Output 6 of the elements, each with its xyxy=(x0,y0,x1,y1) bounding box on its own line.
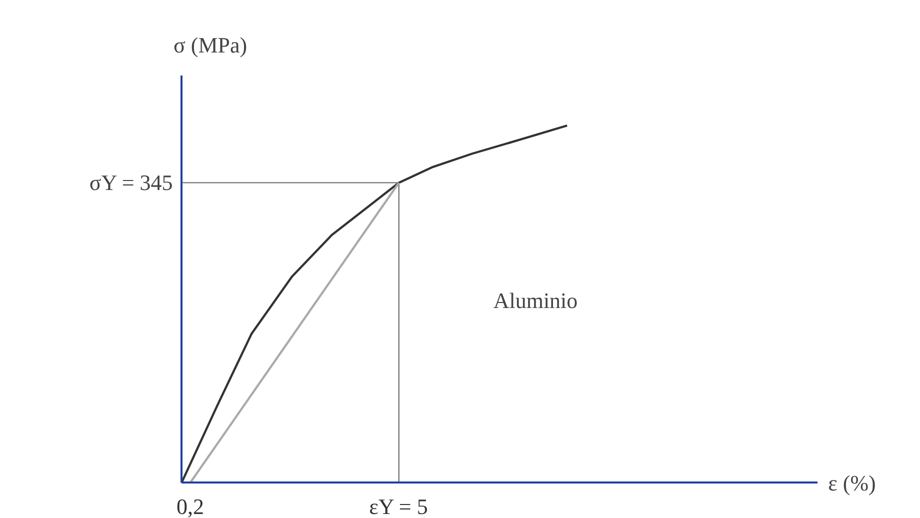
x-axis-title: ε (%) xyxy=(828,470,876,496)
annotation: σY = 345 xyxy=(89,170,173,196)
x-tick-label: 0,2 xyxy=(176,494,204,518)
annotation: Aluminio xyxy=(493,288,578,313)
x-tick-label: εY = 5 xyxy=(369,494,428,518)
y-axis-title: σ (MPa) xyxy=(174,32,248,58)
